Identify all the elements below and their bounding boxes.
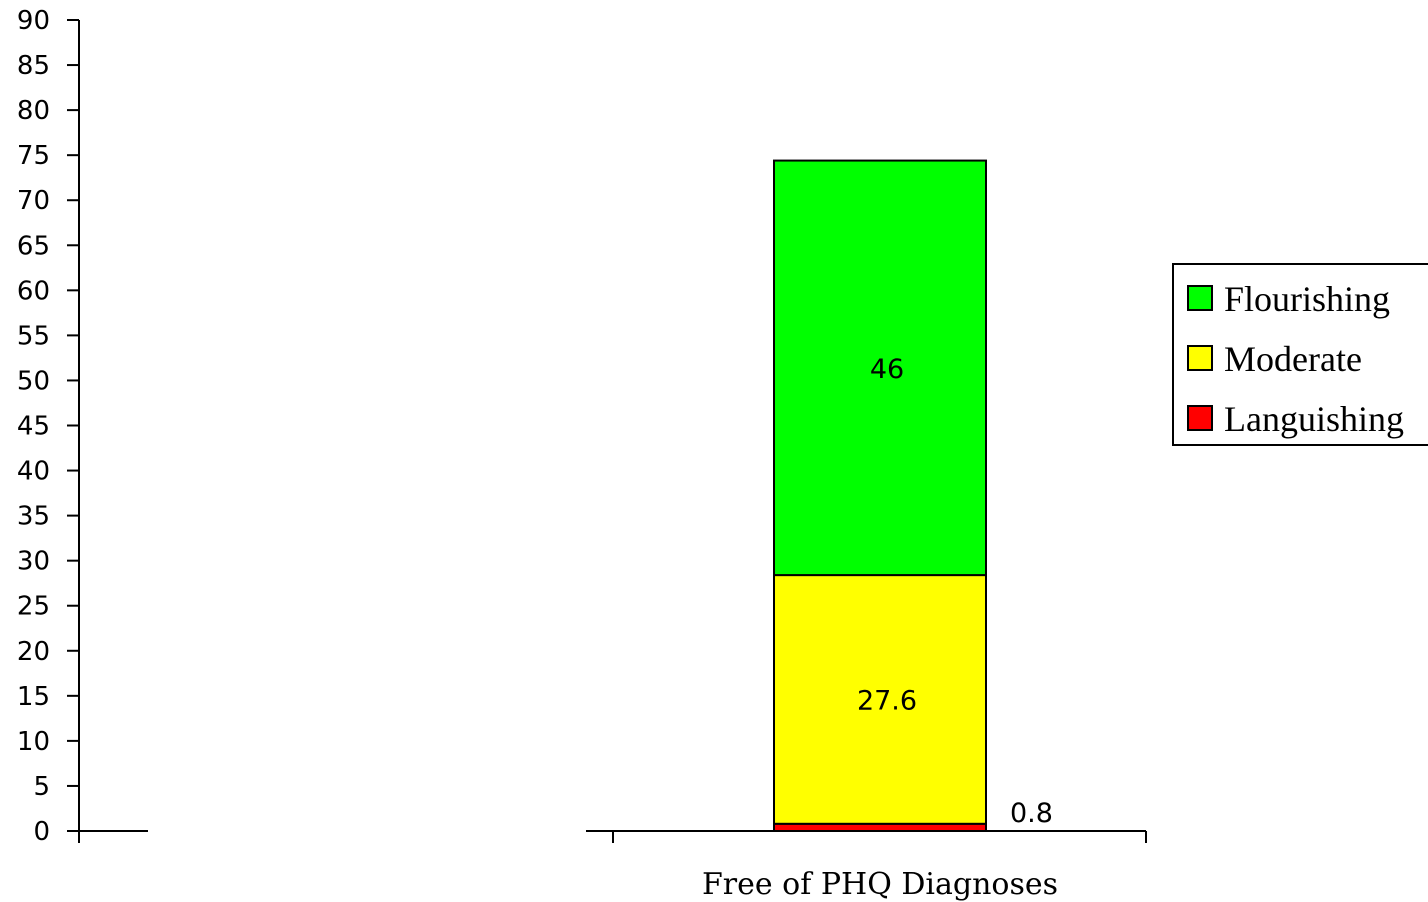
bar-stack — [773, 159, 987, 833]
y-tick-label: 85 — [17, 51, 50, 81]
legend-label-moderate: Moderate — [1224, 339, 1362, 379]
legend-label-languishing: Languishing — [1224, 399, 1404, 439]
y-tick-label: 5 — [33, 772, 50, 802]
legend-box — [1172, 263, 1428, 446]
y-tick-label: 55 — [17, 321, 50, 351]
y-tick-label: 25 — [17, 592, 50, 622]
y-tick-label: 90 — [17, 6, 50, 36]
data-label-moderate: 27.6 — [857, 685, 917, 716]
y-tick-label: 45 — [17, 412, 50, 442]
legend-swatch-moderate — [1187, 345, 1213, 371]
legend-label-flourishing: Flourishing — [1224, 279, 1390, 319]
y-tick-label: 75 — [17, 141, 50, 171]
y-tick-label: 30 — [17, 547, 50, 577]
y-tick-label: 40 — [17, 457, 50, 487]
data-label-languishing: 0.8 — [1010, 798, 1053, 829]
y-tick-label: 10 — [17, 727, 50, 757]
x-axis: Free of PHQ Diagnoses — [78, 830, 1147, 902]
y-tick-label: 35 — [17, 502, 50, 532]
y-tick-label: 70 — [17, 186, 50, 216]
y-tick-label: 0 — [33, 817, 50, 847]
y-tick-label: 65 — [17, 231, 50, 261]
x-category-label: Free of PHQ Diagnoses — [702, 867, 1058, 902]
y-tick-label: 80 — [17, 96, 50, 126]
y-tick-label: 60 — [17, 276, 50, 306]
y-axis: 0 5 10 15 20 25 30 35 40 45 50 55 60 65 70 75 80 85 90 — [17, 6, 80, 847]
y-tick-label: 20 — [17, 637, 50, 667]
y-tick-label: 15 — [17, 682, 50, 712]
legend-swatch-flourishing — [1187, 285, 1213, 311]
bar-segment-flourishing — [773, 159, 987, 577]
data-labels: 0.8 27.6 46 — [857, 354, 1053, 829]
data-label-flourishing: 46 — [870, 354, 904, 385]
legend: Flourishing Moderate Languishing — [1172, 263, 1428, 446]
legend-swatch-languishing — [1187, 405, 1213, 431]
bar-segment-languishing — [773, 822, 987, 833]
y-tick-label: 50 — [17, 366, 50, 396]
